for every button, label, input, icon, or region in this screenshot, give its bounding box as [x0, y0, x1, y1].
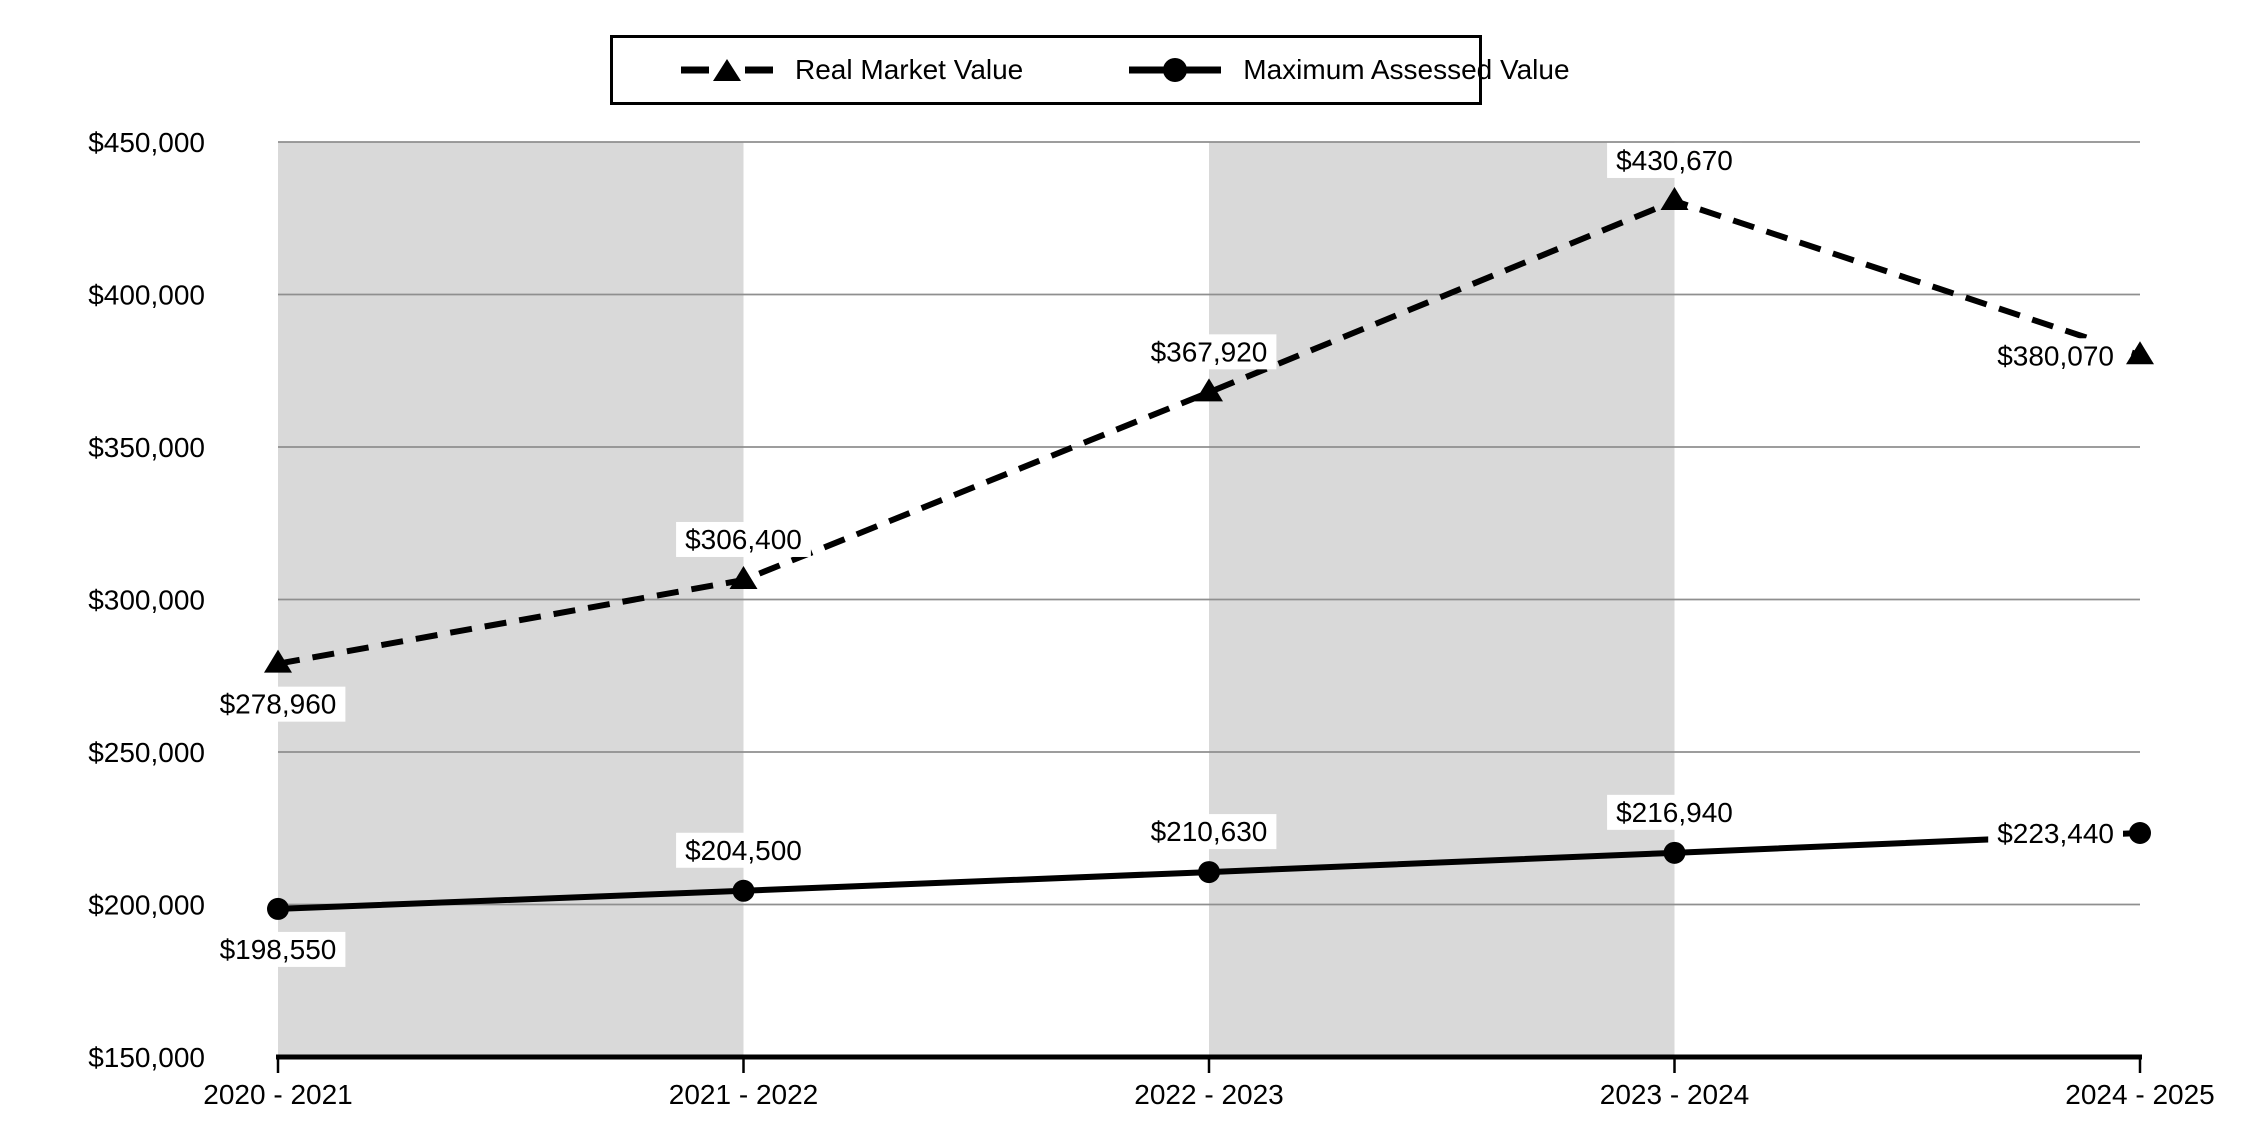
- data-label-background: [1607, 142, 1742, 178]
- legend-item-maximum-assessed-value: Maximum Assessed Value: [1127, 54, 1570, 86]
- legend-label-maximum-assessed-value: Maximum Assessed Value: [1243, 54, 1570, 85]
- data-label-background: [1988, 338, 2123, 374]
- triangle-marker: [264, 649, 292, 673]
- y-axis-tick-label: $300,000: [88, 585, 205, 616]
- data-label: $380,070: [1997, 340, 2114, 371]
- data-label: $278,960: [220, 689, 337, 720]
- x-axis-tick-label: 2020 - 2021: [203, 1079, 352, 1110]
- y-axis-tick-label: $250,000: [88, 737, 205, 768]
- y-axis-tick-label: $350,000: [88, 432, 205, 463]
- x-axis-tick-label: 2022 - 2023: [1134, 1079, 1283, 1110]
- y-axis-tick-label: $150,000: [88, 1042, 205, 1073]
- circle-marker: [1198, 861, 1220, 884]
- data-label: $198,550: [220, 934, 337, 965]
- data-label: $204,500: [685, 835, 802, 866]
- data-label-background: [1607, 794, 1742, 830]
- circle-marker: [2129, 822, 2151, 845]
- circle-marker: [1663, 841, 1686, 864]
- triangle-marker: [2126, 341, 2154, 365]
- data-label-background: [210, 931, 346, 967]
- x-axis-tick-label: 2024 - 2025: [2065, 1079, 2214, 1110]
- data-label-background: [210, 686, 346, 722]
- y-axis-tick-label: $450,000: [88, 127, 205, 158]
- circle-marker: [267, 897, 289, 920]
- data-label-background: [676, 521, 811, 557]
- dashed-triangle-legend-icon: [681, 59, 773, 81]
- legend-item-real-market-value: Real Market Value: [679, 54, 1023, 86]
- y-axis-tick-label: $400,000: [88, 280, 205, 311]
- data-label: $306,400: [685, 524, 802, 555]
- legend-label-real-market-value: Real Market Value: [795, 54, 1024, 85]
- data-label-background: [1141, 334, 1277, 370]
- chart-legend: Real Market Value Maximum Assessed Value: [610, 35, 1570, 105]
- x-axis-tick-label: 2023 - 2024: [1600, 1079, 1749, 1110]
- solid-circle-legend-icon: [1129, 58, 1222, 82]
- x-axis-tick-label: 2021 - 2022: [669, 1079, 818, 1110]
- circle-marker: [732, 879, 755, 902]
- triangle-marker: [1660, 186, 1689, 210]
- triangle-marker: [1195, 378, 1223, 402]
- series-line-triangle: [277, 197, 2141, 667]
- data-label-background: [676, 832, 811, 868]
- data-label-background: [1988, 816, 2123, 852]
- triangle-marker: [729, 565, 758, 589]
- data-label: $367,920: [1151, 336, 1268, 367]
- data-label: $223,440: [1997, 818, 2114, 849]
- data-label: $216,940: [1616, 797, 1733, 828]
- data-label: $210,630: [1151, 816, 1268, 847]
- data-label: $430,670: [1616, 145, 1733, 176]
- data-label-background: [1141, 814, 1277, 850]
- y-axis-tick-label: $200,000: [88, 890, 205, 921]
